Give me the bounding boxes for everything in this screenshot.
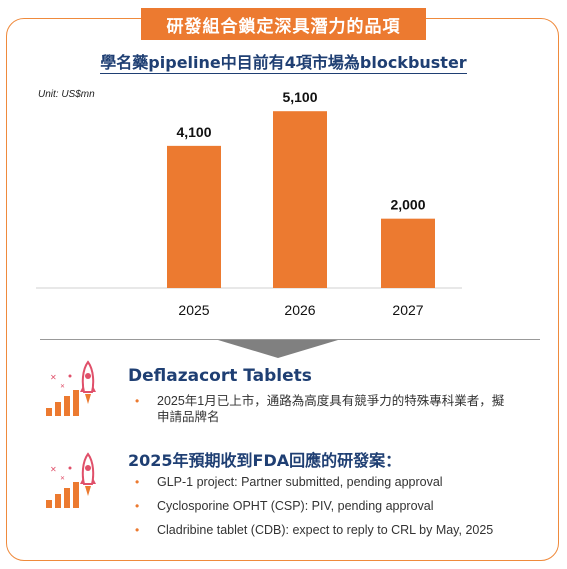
list-item: • Cladribine tablet (CDB): expect to repl…: [135, 523, 494, 537]
data-label-2027: 2,000: [390, 197, 425, 213]
bullet-list-fda: • GLP-1 project: Partner submitted, pendi…: [127, 474, 557, 538]
svg-text:✕: ✕: [50, 373, 57, 382]
divider-line: [40, 339, 540, 340]
bullet-dot: •: [135, 394, 140, 408]
rocket-growth-icon: ✕ ✕: [38, 450, 108, 520]
bar-2027: [381, 218, 435, 288]
bar-chart: 4,100 2025 5,100 2026 2,000 2027: [36, 89, 462, 318]
rocket-growth-icon: ✕ ✕: [38, 358, 108, 428]
x-tick-label-2025: 2025: [178, 302, 209, 318]
bullet-list-deflazacort: • 2025年1月已上市，通路為高度具有競爭力的特殊專科業者，擬 申請品牌名: [127, 393, 547, 425]
x-tick-label-2027: 2027: [392, 302, 423, 318]
down-arrow-icon: [218, 340, 338, 358]
list-item: • Cyclosporine OPHT (CSP): PIV, pending a…: [135, 499, 434, 513]
banner-title: 研發組合鎖定深具潛力的品項: [141, 8, 426, 40]
bullet-dot: •: [135, 475, 140, 489]
bar-2026: [273, 111, 327, 288]
svg-text:✕: ✕: [60, 383, 65, 390]
section-heading-fda: 2025年預期收到FDA回應的研發案：: [128, 451, 402, 470]
x-tick-label-2026: 2026: [284, 302, 315, 318]
bullet-dot: •: [135, 523, 140, 537]
svg-text:✕: ✕: [60, 475, 65, 482]
chart-title-text: 學名藥pipeline中目前有4項市場為blockbuster: [100, 53, 467, 74]
data-label-2025: 4,100: [176, 124, 211, 140]
list-item: 申請品牌名: [157, 410, 220, 424]
list-item: • 2025年1月已上市，通路為高度具有競爭力的特殊專科業者，擬: [135, 394, 505, 408]
data-label-2026: 5,100: [282, 89, 317, 105]
section-heading-deflazacort: Deflazacort Tablets: [128, 366, 312, 386]
bullet-dot: •: [135, 499, 140, 513]
unit-label: Unit: US$mn: [38, 89, 95, 100]
bar-2025: [167, 145, 221, 288]
svg-text:✕: ✕: [50, 465, 57, 474]
chart-title: 學名藥pipeline中目前有4項市場為blockbuster: [0, 49, 567, 74]
list-item: • GLP-1 project: Partner submitted, pendi…: [135, 475, 443, 489]
